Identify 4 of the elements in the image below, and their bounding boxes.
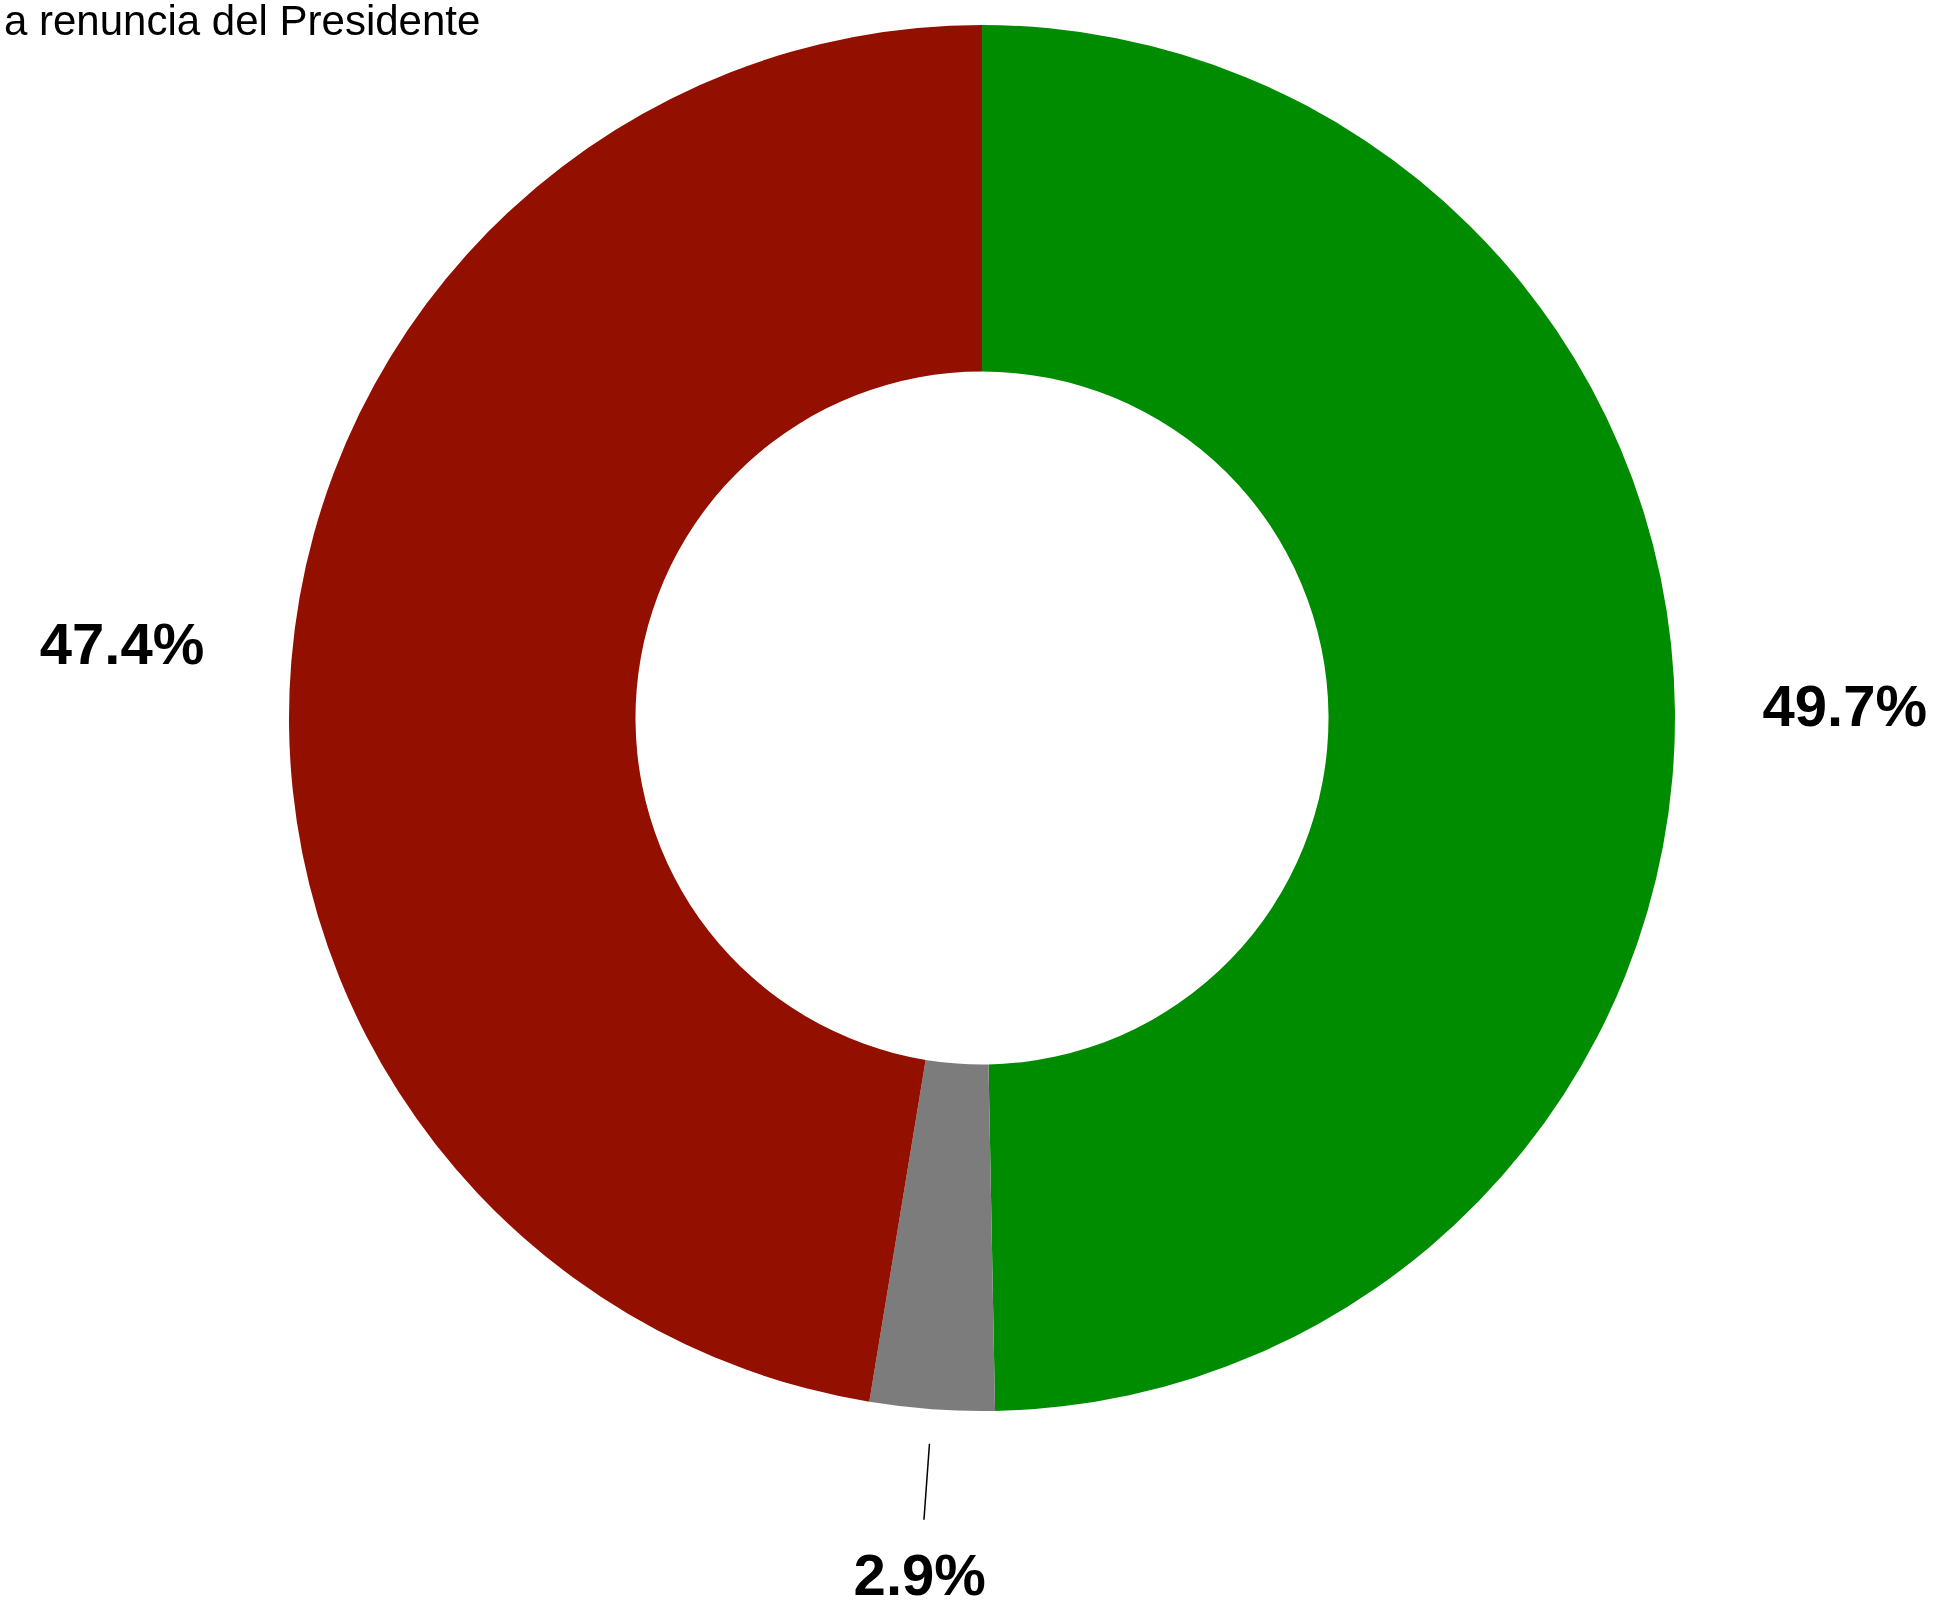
chart-title: a renuncia del Presidente [4, 0, 481, 44]
data-label: 47.4% [39, 610, 205, 676]
data-label: 2.9% [853, 1541, 986, 1607]
data-label: 49.7% [1762, 672, 1927, 738]
